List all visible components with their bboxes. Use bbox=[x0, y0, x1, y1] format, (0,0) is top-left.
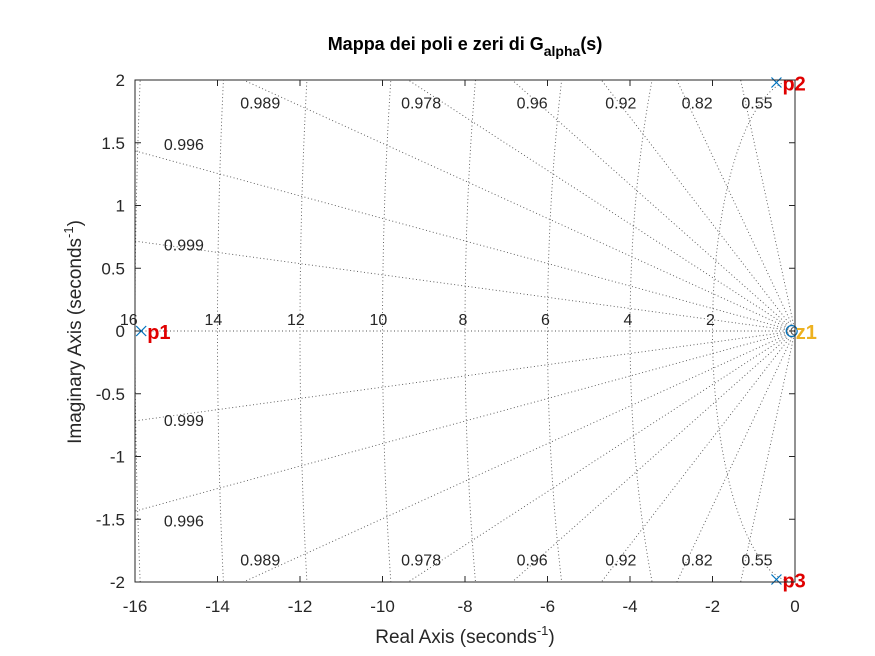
x-tick-label-8: 0 bbox=[790, 597, 799, 616]
axis-ticks: -16 -14 -12 -10 -8 -6 -4 -2 0 -2 -1.5 -1 -0.5 0 0.5 1 1.… bbox=[96, 71, 800, 616]
damping-line-7-upper bbox=[135, 240, 795, 332]
ylabel-main: Imaginary Axis (seconds bbox=[65, 238, 86, 444]
y-axis-label: Imaginary Axis (seconds-1) bbox=[61, 220, 86, 444]
y-tick-label-8: 2 bbox=[116, 71, 125, 90]
damping-label-0: 0.989 bbox=[240, 96, 280, 113]
damping-label-4: 0.82 bbox=[682, 96, 713, 113]
pole-label-p3: p3 bbox=[782, 570, 805, 592]
y-tick-label-4: 0 bbox=[116, 322, 125, 341]
x-tick-label-6: -4 bbox=[622, 597, 637, 616]
damping-label-10: 0.96 bbox=[517, 552, 548, 569]
x-tick-label-2: -12 bbox=[288, 597, 313, 616]
grid-annotations: 0.989 0.978 0.96 0.92 0.82 0.55 0.996 0.999 0.98… bbox=[120, 96, 773, 570]
pole-marker-p1 bbox=[135, 325, 147, 337]
x-tick-label-5: -6 bbox=[540, 597, 555, 616]
ylabel-end: ) bbox=[65, 220, 86, 226]
xlabel-sup: -1 bbox=[537, 623, 549, 638]
frequency-label-3: 10 bbox=[369, 312, 387, 329]
damping-label-13: 0.55 bbox=[741, 552, 772, 569]
damping-label-15: 0.999 bbox=[164, 413, 204, 430]
y-tick-label-3: -0.5 bbox=[96, 385, 125, 404]
y-tick-label-5: 0.5 bbox=[101, 259, 125, 278]
pole-label-p2: p2 bbox=[782, 74, 805, 96]
zero-label-z1: z1 bbox=[796, 322, 817, 344]
ylabel-sup: -1 bbox=[61, 226, 76, 238]
damping-label-2: 0.96 bbox=[517, 96, 548, 113]
frequency-label-6: 4 bbox=[623, 312, 632, 329]
title-end: (s) bbox=[580, 34, 602, 54]
title-sub: alpha bbox=[544, 43, 581, 59]
damping-label-6: 0.996 bbox=[164, 137, 204, 154]
damping-label-11: 0.92 bbox=[605, 552, 636, 569]
damping-label-12: 0.82 bbox=[682, 552, 713, 569]
damping-line-7-lower bbox=[135, 330, 795, 422]
frequency-arc-5 bbox=[299, 80, 308, 582]
damping-label-9: 0.978 bbox=[401, 552, 441, 569]
frequency-label-2: 12 bbox=[287, 312, 305, 329]
y-tick-label-6: 1 bbox=[116, 197, 125, 216]
y-tick-label-0: -2 bbox=[110, 573, 125, 592]
frequency-label-7: 2 bbox=[706, 312, 715, 329]
x-tick-label-7: -2 bbox=[705, 597, 720, 616]
pole-marker-p3 bbox=[771, 574, 782, 585]
damping-frequency-grid bbox=[135, 80, 795, 582]
x-tick-label-0: -16 bbox=[123, 597, 148, 616]
x-tick-label-4: -8 bbox=[457, 597, 472, 616]
damping-line-6-upper bbox=[135, 150, 795, 332]
pole-zero-markers: p1 p2 p3 z1 bbox=[135, 74, 817, 592]
x-axis-label: Real Axis (seconds-1) bbox=[375, 623, 554, 648]
frequency-label-1: 14 bbox=[204, 312, 222, 329]
frequency-label-5: 6 bbox=[541, 312, 550, 329]
xlabel-end: ) bbox=[548, 627, 554, 648]
damping-label-8: 0.989 bbox=[240, 552, 280, 569]
frequency-label-4: 8 bbox=[458, 312, 467, 329]
damping-label-14: 0.996 bbox=[164, 514, 204, 531]
y-tick-label-2: -1 bbox=[110, 448, 125, 467]
y-tick-label-7: 1.5 bbox=[101, 134, 125, 153]
damping-line-6-lower bbox=[135, 330, 795, 512]
xlabel-main: Real Axis (seconds bbox=[375, 627, 537, 648]
pole-marker-p2 bbox=[771, 77, 782, 88]
x-tick-label-1: -14 bbox=[205, 597, 230, 616]
damping-label-5: 0.55 bbox=[741, 96, 772, 113]
damping-label-7: 0.999 bbox=[164, 237, 204, 254]
frequency-arc-2 bbox=[547, 80, 563, 582]
frequency-label-0: 16 bbox=[120, 312, 138, 329]
damping-label-1: 0.978 bbox=[401, 96, 441, 113]
y-tick-label-1: -1.5 bbox=[96, 510, 125, 529]
chart-title: Mappa dei poli e zeri di Galpha(s) bbox=[328, 34, 603, 59]
title-main: Mappa dei poli e zeri di G bbox=[328, 34, 544, 54]
x-tick-label-3: -10 bbox=[370, 597, 395, 616]
zero-marker-z1 bbox=[785, 324, 798, 338]
pole-label-p1: p1 bbox=[147, 322, 170, 344]
damping-label-3: 0.92 bbox=[605, 96, 636, 113]
